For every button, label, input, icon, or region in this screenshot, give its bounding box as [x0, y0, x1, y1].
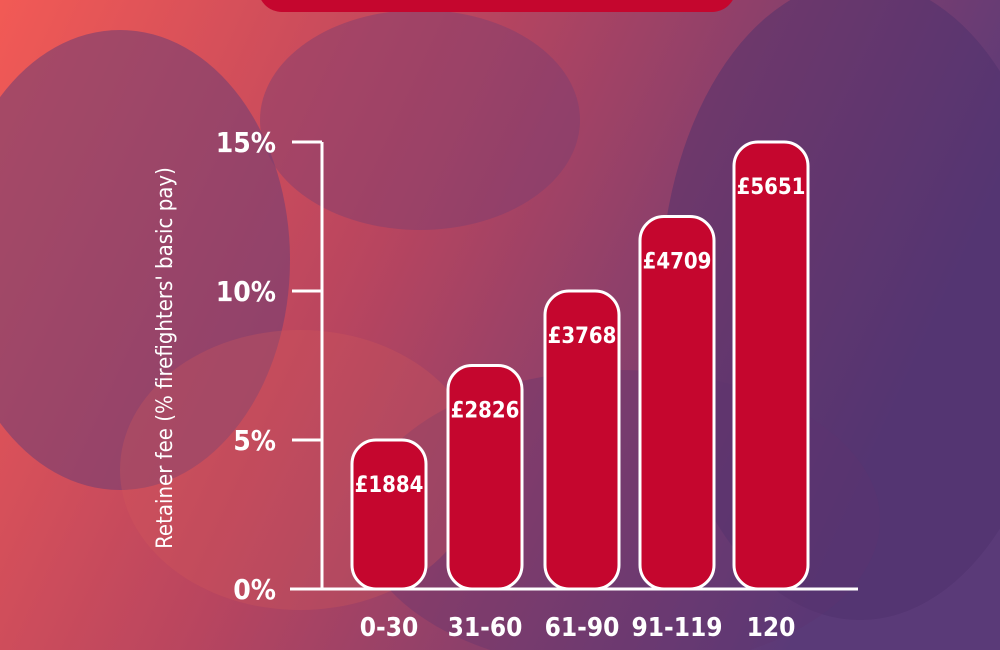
top-banner — [258, 0, 736, 12]
bar-31-60 — [446, 364, 524, 591]
x-tick-label: 0-30 — [360, 613, 419, 643]
bar-value-label: £1884 — [355, 473, 424, 498]
y-ticks: 0% 5% 10% 15% — [216, 126, 322, 606]
bar-value-label: £3768 — [548, 324, 617, 349]
y-axis-label: Retainer fee (% firefighters' basic pay) — [153, 167, 178, 549]
bar-61-90 — [543, 289, 621, 591]
x-tick-label: 31-60 — [448, 613, 523, 643]
bar-91-119 — [638, 215, 716, 591]
y-tick-label: 5% — [233, 424, 276, 457]
y-tick-label: 10% — [216, 275, 276, 308]
bar-value-label: £5651 — [737, 175, 806, 200]
bar-value-label: £4709 — [643, 250, 712, 275]
y-tick-label: 0% — [233, 573, 276, 606]
bars: £1884 £2826 £3768 £4709 £5651 — [350, 140, 810, 591]
bar-value-label: £2826 — [451, 399, 520, 424]
bar-0-30 — [350, 438, 428, 591]
x-tick-labels: 0-30 31-60 61-90 91-119 120 — [360, 613, 796, 643]
x-tick-label: 61-90 — [545, 613, 620, 643]
y-tick-label: 15% — [216, 126, 276, 159]
x-tick-label: 120 — [747, 613, 796, 643]
x-tick-label: 91-119 — [631, 613, 722, 643]
bar-120 — [732, 140, 810, 591]
